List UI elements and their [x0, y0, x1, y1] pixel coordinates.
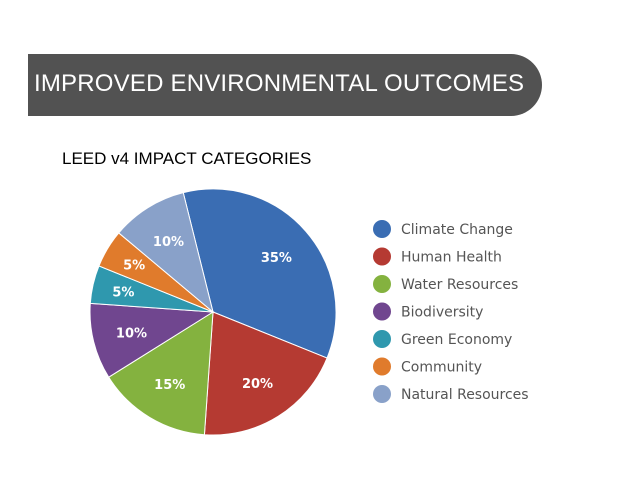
legend-swatch-natural-resources	[373, 385, 391, 403]
slice-label-water-resources: 15%	[154, 378, 185, 393]
pie-slice-climate-change	[182, 188, 337, 359]
slice-label-community: 5%	[123, 259, 145, 274]
legend-label-green-economy: Green Economy	[401, 332, 512, 348]
legend-label-climate-change: Climate Change	[401, 222, 513, 238]
pie-slice-water-resources	[108, 311, 214, 436]
legend-label-water-resources: Water Resources	[401, 277, 518, 293]
pie-slice-labels: 35% 20% 15% 10% 5% 5% 10%	[112, 235, 292, 393]
pie-slice-human-health	[203, 311, 328, 436]
slice-label-human-health: 20%	[242, 377, 273, 392]
chart-legend: Climate Change Human Health Water Resource…	[373, 220, 529, 403]
slice-label-natural-resources: 10%	[153, 235, 184, 250]
page-title: IMPROVED ENVIRONMENTAL OUTCOMES	[34, 70, 525, 97]
title-banner	[28, 54, 542, 116]
legend-swatch-community	[373, 357, 391, 376]
legend-swatch-biodiversity	[373, 302, 391, 321]
legend-label-community: Community	[401, 360, 482, 376]
legend-label-human-health: Human Health	[401, 250, 502, 266]
legend-swatch-green-economy	[373, 330, 391, 348]
legend-label-biodiversity: Biodiversity	[401, 305, 483, 321]
legend-swatch-water-resources	[373, 275, 391, 293]
legend-swatch-climate-change	[373, 220, 391, 238]
slice-label-green-economy: 5%	[112, 285, 134, 300]
legend-swatch-human-health	[373, 247, 391, 266]
slice-label-climate-change: 35%	[261, 251, 292, 266]
chart-subtitle: LEED v4 IMPACT CATEGORIES	[62, 149, 312, 168]
pie-slice-biodiversity	[89, 302, 215, 378]
pie-slice-natural-resources	[118, 192, 214, 314]
legend-label-natural-resources: Natural Resources	[401, 387, 529, 403]
slice-label-biodiversity: 10%	[116, 326, 147, 341]
pie-slices	[89, 188, 337, 436]
